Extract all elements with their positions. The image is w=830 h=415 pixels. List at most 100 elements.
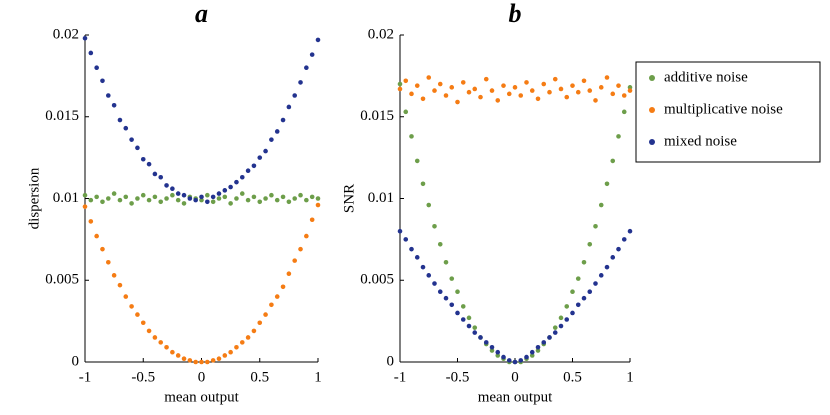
point (216, 356, 222, 362)
y-tick-label: 0.02 (368, 26, 394, 42)
point (298, 246, 303, 252)
point (397, 81, 403, 87)
point (478, 335, 483, 340)
point (437, 81, 443, 87)
point (315, 37, 321, 43)
point (570, 289, 575, 294)
point (146, 328, 152, 334)
point (414, 158, 420, 164)
point (228, 201, 233, 206)
point (472, 325, 478, 330)
point (222, 188, 228, 193)
point (529, 353, 535, 358)
point (251, 194, 257, 200)
point (234, 344, 239, 350)
point (587, 289, 593, 294)
point (587, 241, 593, 247)
legend-label: multiplicative noise (664, 101, 783, 117)
point (518, 93, 524, 98)
x-tick-label: 1 (314, 369, 322, 385)
point (437, 241, 443, 247)
point (414, 255, 420, 260)
point (455, 310, 460, 316)
point (616, 246, 621, 252)
point (495, 349, 501, 355)
point (621, 109, 627, 115)
point (193, 359, 198, 365)
point (234, 196, 239, 201)
point (604, 75, 610, 80)
point (541, 81, 547, 87)
point (175, 197, 181, 203)
point (524, 80, 529, 85)
x-tick-label: -0.5 (131, 369, 155, 385)
point (274, 197, 280, 203)
point (529, 349, 535, 355)
x-tick-label: 0.5 (563, 369, 582, 385)
point (587, 88, 593, 93)
point (123, 294, 129, 299)
point (409, 91, 414, 97)
point (472, 330, 478, 335)
point (140, 320, 146, 326)
x-axis-label: mean output (478, 389, 553, 405)
point (604, 264, 610, 270)
point (432, 88, 437, 93)
point (397, 228, 403, 234)
point (111, 103, 117, 108)
point (175, 191, 181, 196)
point (420, 181, 426, 187)
point (432, 281, 437, 286)
point (466, 315, 472, 321)
point (304, 233, 309, 239)
point (593, 98, 598, 103)
point (111, 273, 117, 278)
point (216, 191, 222, 196)
point (140, 156, 146, 162)
point (304, 197, 309, 203)
point (610, 158, 616, 164)
point (547, 335, 552, 340)
point (228, 349, 233, 355)
point (263, 312, 268, 317)
point (432, 223, 437, 229)
point (117, 197, 123, 203)
point (106, 196, 111, 201)
point (558, 323, 564, 329)
point (152, 171, 158, 177)
point (222, 353, 228, 358)
point (158, 174, 164, 180)
point (199, 197, 204, 203)
x-tick-label: 0 (198, 369, 206, 385)
point (286, 104, 292, 110)
point (501, 83, 506, 88)
point (426, 202, 432, 208)
point (199, 359, 204, 365)
point (483, 76, 489, 82)
point (460, 317, 466, 322)
point (193, 197, 198, 203)
point (158, 340, 164, 345)
point (269, 137, 274, 142)
point (164, 344, 169, 350)
point (135, 196, 140, 201)
point (409, 134, 414, 139)
point (449, 302, 455, 308)
point (616, 134, 621, 139)
point (616, 83, 621, 88)
point (117, 117, 123, 123)
point (82, 192, 88, 198)
point (466, 323, 472, 329)
point (199, 194, 204, 200)
point (146, 161, 152, 167)
point (140, 192, 146, 198)
point (558, 86, 564, 92)
point (627, 85, 633, 90)
point (506, 91, 512, 97)
point (257, 320, 263, 326)
x-axis-label: mean output (164, 389, 239, 405)
chart-title: a (195, 0, 208, 28)
point (420, 96, 426, 102)
point (460, 304, 466, 309)
